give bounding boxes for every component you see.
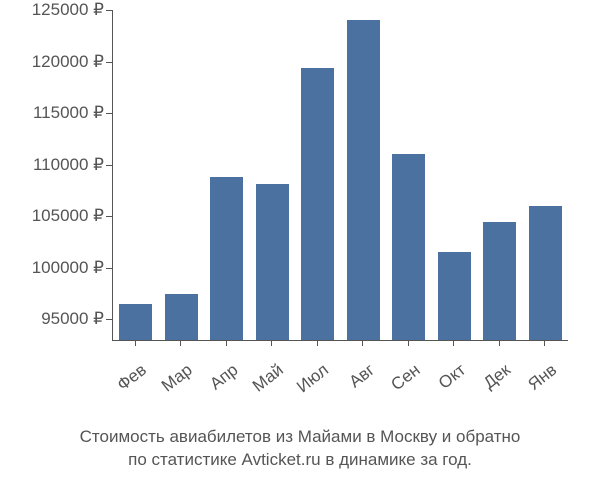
x-tick-label: Мар (158, 360, 197, 396)
x-tick-mark (499, 340, 500, 346)
x-tick-mark (453, 340, 454, 346)
bar (210, 177, 243, 340)
x-tick-mark (317, 340, 318, 346)
x-tick-label: Май (249, 360, 288, 396)
y-tick-label: 110000 ₽ (33, 155, 104, 175)
x-tick-label: Сен (387, 360, 424, 395)
bar (483, 222, 516, 340)
x-tick-label: Янв (524, 360, 561, 395)
x-tick-mark (180, 340, 181, 346)
x-tick-label: Июл (293, 360, 333, 397)
x-tick-label: Фев (114, 360, 151, 395)
x-tick-label: Окт (435, 360, 470, 393)
caption-line-2: по статистике Avticket.ru в динамике за … (128, 450, 472, 469)
bar (165, 294, 198, 340)
y-tick-label: 125000 ₽ (32, 0, 104, 20)
x-tick-mark (271, 340, 272, 346)
y-axis: 95000 ₽ 100000 ₽ 105000 ₽ 110000 ₽ 115000 ₽ 1… (0, 0, 112, 340)
y-tick-label: 105000 ₽ (32, 206, 104, 226)
x-tick-label: Дек (480, 360, 515, 393)
bar (347, 20, 380, 340)
chart-container: 95000 ₽ 100000 ₽ 105000 ₽ 110000 ₽ 115000 ₽ 1… (0, 0, 600, 420)
bar (119, 304, 152, 340)
x-tick-mark (408, 340, 409, 346)
bar (529, 206, 562, 340)
bar (438, 252, 471, 340)
caption-line-1: Стоимость авиабилетов из Майами в Москву… (80, 427, 521, 446)
plot-area (112, 10, 568, 341)
chart-caption: Стоимость авиабилетов из Майами в Москву… (0, 420, 600, 472)
x-tick-label: Апр (206, 360, 242, 394)
x-tick-mark (544, 340, 545, 346)
x-tick-label: Авг (345, 360, 378, 392)
bar (392, 154, 425, 340)
x-axis: ФевМар АпрМайИюл Авг Сен Окт Дек Янв (112, 340, 567, 420)
y-tick-label: 95000 ₽ (41, 309, 104, 329)
x-tick-mark (226, 340, 227, 346)
x-tick-mark (362, 340, 363, 346)
bar (256, 184, 289, 340)
bar (301, 68, 334, 340)
y-tick-label: 100000 ₽ (32, 258, 104, 278)
y-tick-label: 115000 ₽ (33, 103, 104, 123)
x-tick-mark (135, 340, 136, 346)
y-tick-label: 120000 ₽ (32, 52, 104, 72)
